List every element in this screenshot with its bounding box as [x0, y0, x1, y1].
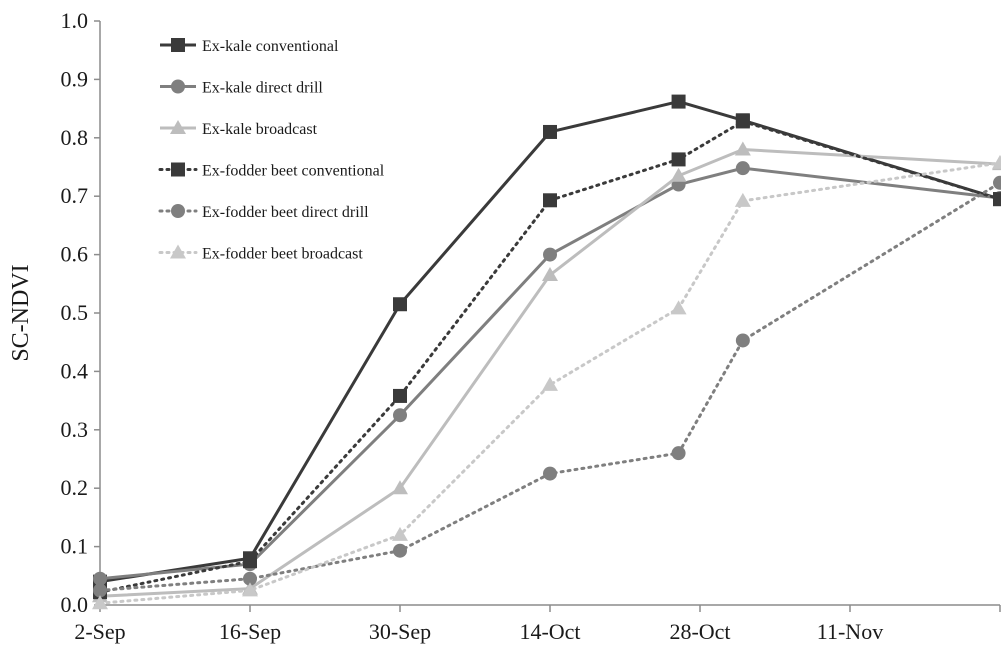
series-6 [92, 154, 1001, 610]
legend-label: Ex-fodder beet conventional [202, 163, 385, 180]
chart-axes [99, 21, 1000, 606]
legend-swatch-marker [171, 162, 185, 177]
legend-swatch-marker [171, 38, 185, 52]
x-tick-label: 28-Oct [669, 619, 730, 644]
y-tick-label: 0.9 [61, 66, 89, 91]
data-point [243, 554, 257, 569]
legend-swatch-marker [171, 204, 185, 218]
y-tick-label: 0.0 [61, 592, 89, 617]
legend-label: Ex-fodder beet broadcast [202, 246, 363, 263]
y-tick-label: 0.1 [61, 534, 89, 559]
data-point [735, 161, 750, 176]
legend-swatch-marker [171, 79, 185, 94]
x-tick-label: 14-Oct [519, 619, 580, 644]
x-axis-ticks: 2-Sep 16-Sep 30-Sep 14-Oct 28-Oct 11-Nov [74, 605, 1001, 644]
series-2 [93, 161, 1001, 586]
legend-item: Ex-fodder beet broadcast [158, 244, 363, 263]
data-point [543, 466, 557, 481]
data-point [542, 267, 558, 282]
x-tick-label: 16-Sep [219, 619, 281, 644]
series-line [99, 166, 1001, 581]
legend-item: Ex-kale direct drill [160, 79, 323, 97]
x-tick-label: 2-Sep [74, 619, 125, 644]
data-point [671, 446, 686, 461]
legend-label: Ex-kale broadcast [202, 121, 318, 138]
y-tick-label: 0.6 [61, 242, 89, 267]
y-tick-label: 0.3 [61, 417, 89, 442]
y-tick-label: 0.2 [61, 475, 89, 500]
legend-swatch-marker [170, 120, 186, 134]
data-point [393, 388, 407, 403]
data-point [93, 571, 107, 586]
legend-label: Ex-fodder beet direct drill [202, 204, 369, 221]
y-tick-label: 0.5 [61, 300, 89, 325]
data-point [671, 94, 686, 109]
y-tick-label: 0.8 [61, 125, 89, 150]
data-point [393, 543, 407, 558]
legend-label: Ex-kale direct drill [202, 80, 323, 97]
data-point [543, 247, 557, 262]
data-point [542, 376, 558, 391]
data-point [392, 480, 408, 495]
data-point [393, 408, 407, 423]
data-point [670, 167, 687, 182]
data-point [735, 114, 750, 129]
legend-item: Ex-kale conventional [160, 38, 339, 55]
data-point [392, 526, 408, 541]
data-point [671, 152, 686, 167]
x-tick-label: 30-Sep [369, 619, 431, 644]
chart-legend: Ex-kale conventional Ex-kale direct drill… [158, 38, 385, 263]
series-5 [93, 175, 1001, 598]
legend-label: Ex-kale conventional [202, 38, 339, 55]
y-tick-label: 0.4 [61, 358, 89, 383]
data-point [93, 583, 107, 598]
legend-item: Ex-fodder beet direct drill [158, 204, 369, 221]
data-point [543, 124, 557, 139]
legend-swatch-marker [170, 244, 186, 259]
x-tick-label: 11-Nov [817, 619, 883, 644]
series-4 [93, 114, 1001, 600]
series-line [98, 119, 1001, 594]
y-axis-title: SC-NDVI [8, 264, 34, 361]
data-point [734, 141, 751, 156]
data-point [543, 193, 557, 208]
data-point [242, 582, 258, 597]
y-axis-ticks: 0.0 0.1 0.2 0.3 0.4 0.5 0.6 0.7 0.8 0.9 1.0 [61, 8, 100, 617]
y-tick-label: 0.7 [61, 183, 89, 208]
data-point [734, 192, 751, 207]
chart-series [92, 94, 1001, 610]
data-point [992, 154, 1001, 169]
data-point [393, 297, 407, 312]
legend-item: Ex-fodder beet conventional [158, 162, 385, 180]
data-point [92, 595, 108, 610]
data-point [243, 571, 257, 586]
data-point [993, 192, 1001, 207]
data-point [993, 175, 1001, 190]
data-point [735, 333, 750, 348]
legend-item: Ex-kale broadcast [160, 120, 318, 138]
data-point [670, 300, 687, 315]
y-tick-label: 1.0 [61, 8, 89, 33]
